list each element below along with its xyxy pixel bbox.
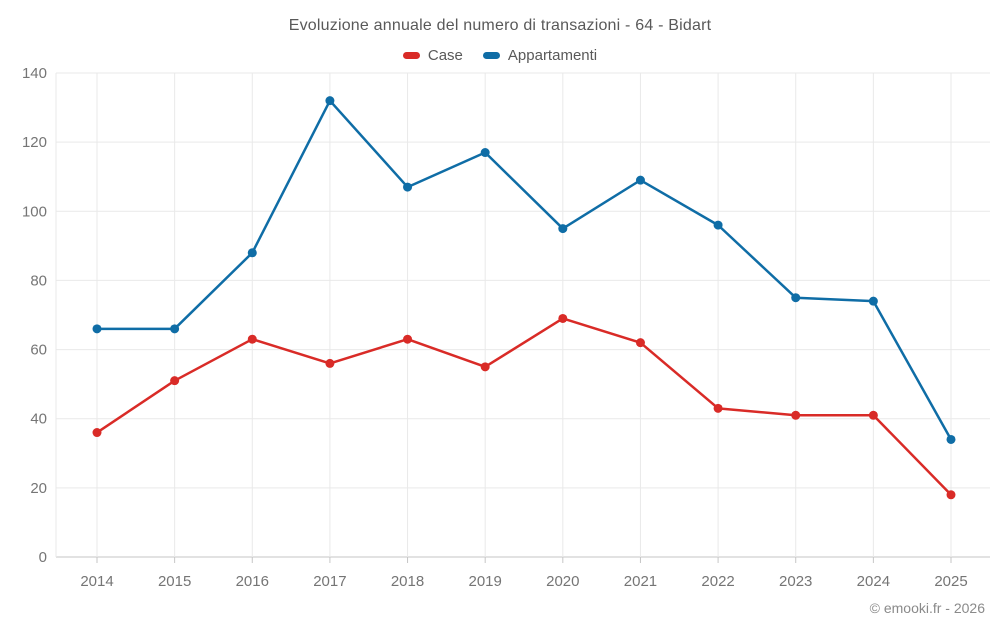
y-tick-label: 20: [30, 480, 47, 497]
legend-item-appartamenti[interactable]: Appartamenti: [482, 47, 598, 64]
series-line-appartamenti: [95, 99, 953, 441]
legend-label: Case: [427, 47, 463, 64]
data-point-appartamenti-2014[interactable]: [92, 324, 102, 334]
data-point-case-2018[interactable]: [403, 334, 413, 344]
data-point-case-2016[interactable]: [247, 334, 257, 344]
data-point-appartamenti-2023[interactable]: [791, 293, 801, 303]
data-point-case-2024[interactable]: [868, 410, 878, 420]
legend-swatch-icon: [402, 52, 420, 59]
x-tick-label: 2021: [624, 573, 657, 590]
data-point-appartamenti-2022[interactable]: [713, 220, 723, 230]
x-tick-label: 2014: [80, 573, 113, 590]
data-point-case-2020[interactable]: [558, 313, 568, 323]
data-point-case-2014[interactable]: [92, 428, 102, 438]
y-tick-label: 120: [22, 134, 47, 151]
legend: Case Appartamenti: [0, 47, 1000, 64]
chart-title: Evoluzione annuale del numero di transaz…: [288, 17, 712, 34]
data-point-appartamenti-2017[interactable]: [325, 96, 335, 106]
copyright-notice: © emooki.fr - 2026: [869, 600, 985, 616]
y-tick-label: 140: [22, 65, 47, 82]
data-point-case-2022[interactable]: [713, 403, 723, 413]
data-point-case-2019[interactable]: [480, 362, 490, 372]
data-point-case-2025[interactable]: [946, 490, 956, 500]
data-point-case-2023[interactable]: [791, 410, 801, 420]
legend-label: Appartamenti: [507, 47, 598, 64]
data-point-case-2021[interactable]: [635, 338, 645, 348]
x-tick-label: 2016: [236, 573, 269, 590]
x-tick-label: 2018: [391, 573, 424, 590]
data-point-appartamenti-2025[interactable]: [946, 434, 956, 444]
data-point-appartamenti-2024[interactable]: [868, 296, 878, 306]
data-point-case-2017[interactable]: [325, 358, 335, 368]
data-point-appartamenti-2015[interactable]: [170, 324, 180, 334]
data-point-appartamenti-2020[interactable]: [558, 224, 568, 234]
y-tick-label: 100: [22, 203, 47, 220]
x-tick-label: 2015: [158, 573, 191, 590]
data-point-appartamenti-2021[interactable]: [635, 175, 645, 185]
x-tick-label: 2024: [857, 573, 890, 590]
y-tick-label: 40: [30, 411, 47, 428]
data-point-case-2015[interactable]: [170, 376, 180, 386]
series-line-case: [95, 317, 953, 497]
data-point-appartamenti-2016[interactable]: [247, 248, 257, 258]
y-tick-label: 60: [30, 342, 47, 359]
legend-swatch-icon: [482, 52, 500, 59]
legend-item-case[interactable]: Case: [402, 47, 463, 64]
data-point-appartamenti-2019[interactable]: [480, 148, 490, 158]
x-tick-label: 2020: [546, 573, 579, 590]
data-point-appartamenti-2018[interactable]: [403, 182, 413, 192]
x-tick-label: 2022: [701, 573, 734, 590]
y-tick-label: 80: [30, 272, 47, 289]
x-tick-label: 2019: [468, 573, 501, 590]
x-tick-label: 2023: [779, 573, 812, 590]
y-tick-label: 0: [39, 549, 47, 566]
x-tick-label: 2025: [934, 573, 967, 590]
x-tick-label: 2017: [313, 573, 346, 590]
